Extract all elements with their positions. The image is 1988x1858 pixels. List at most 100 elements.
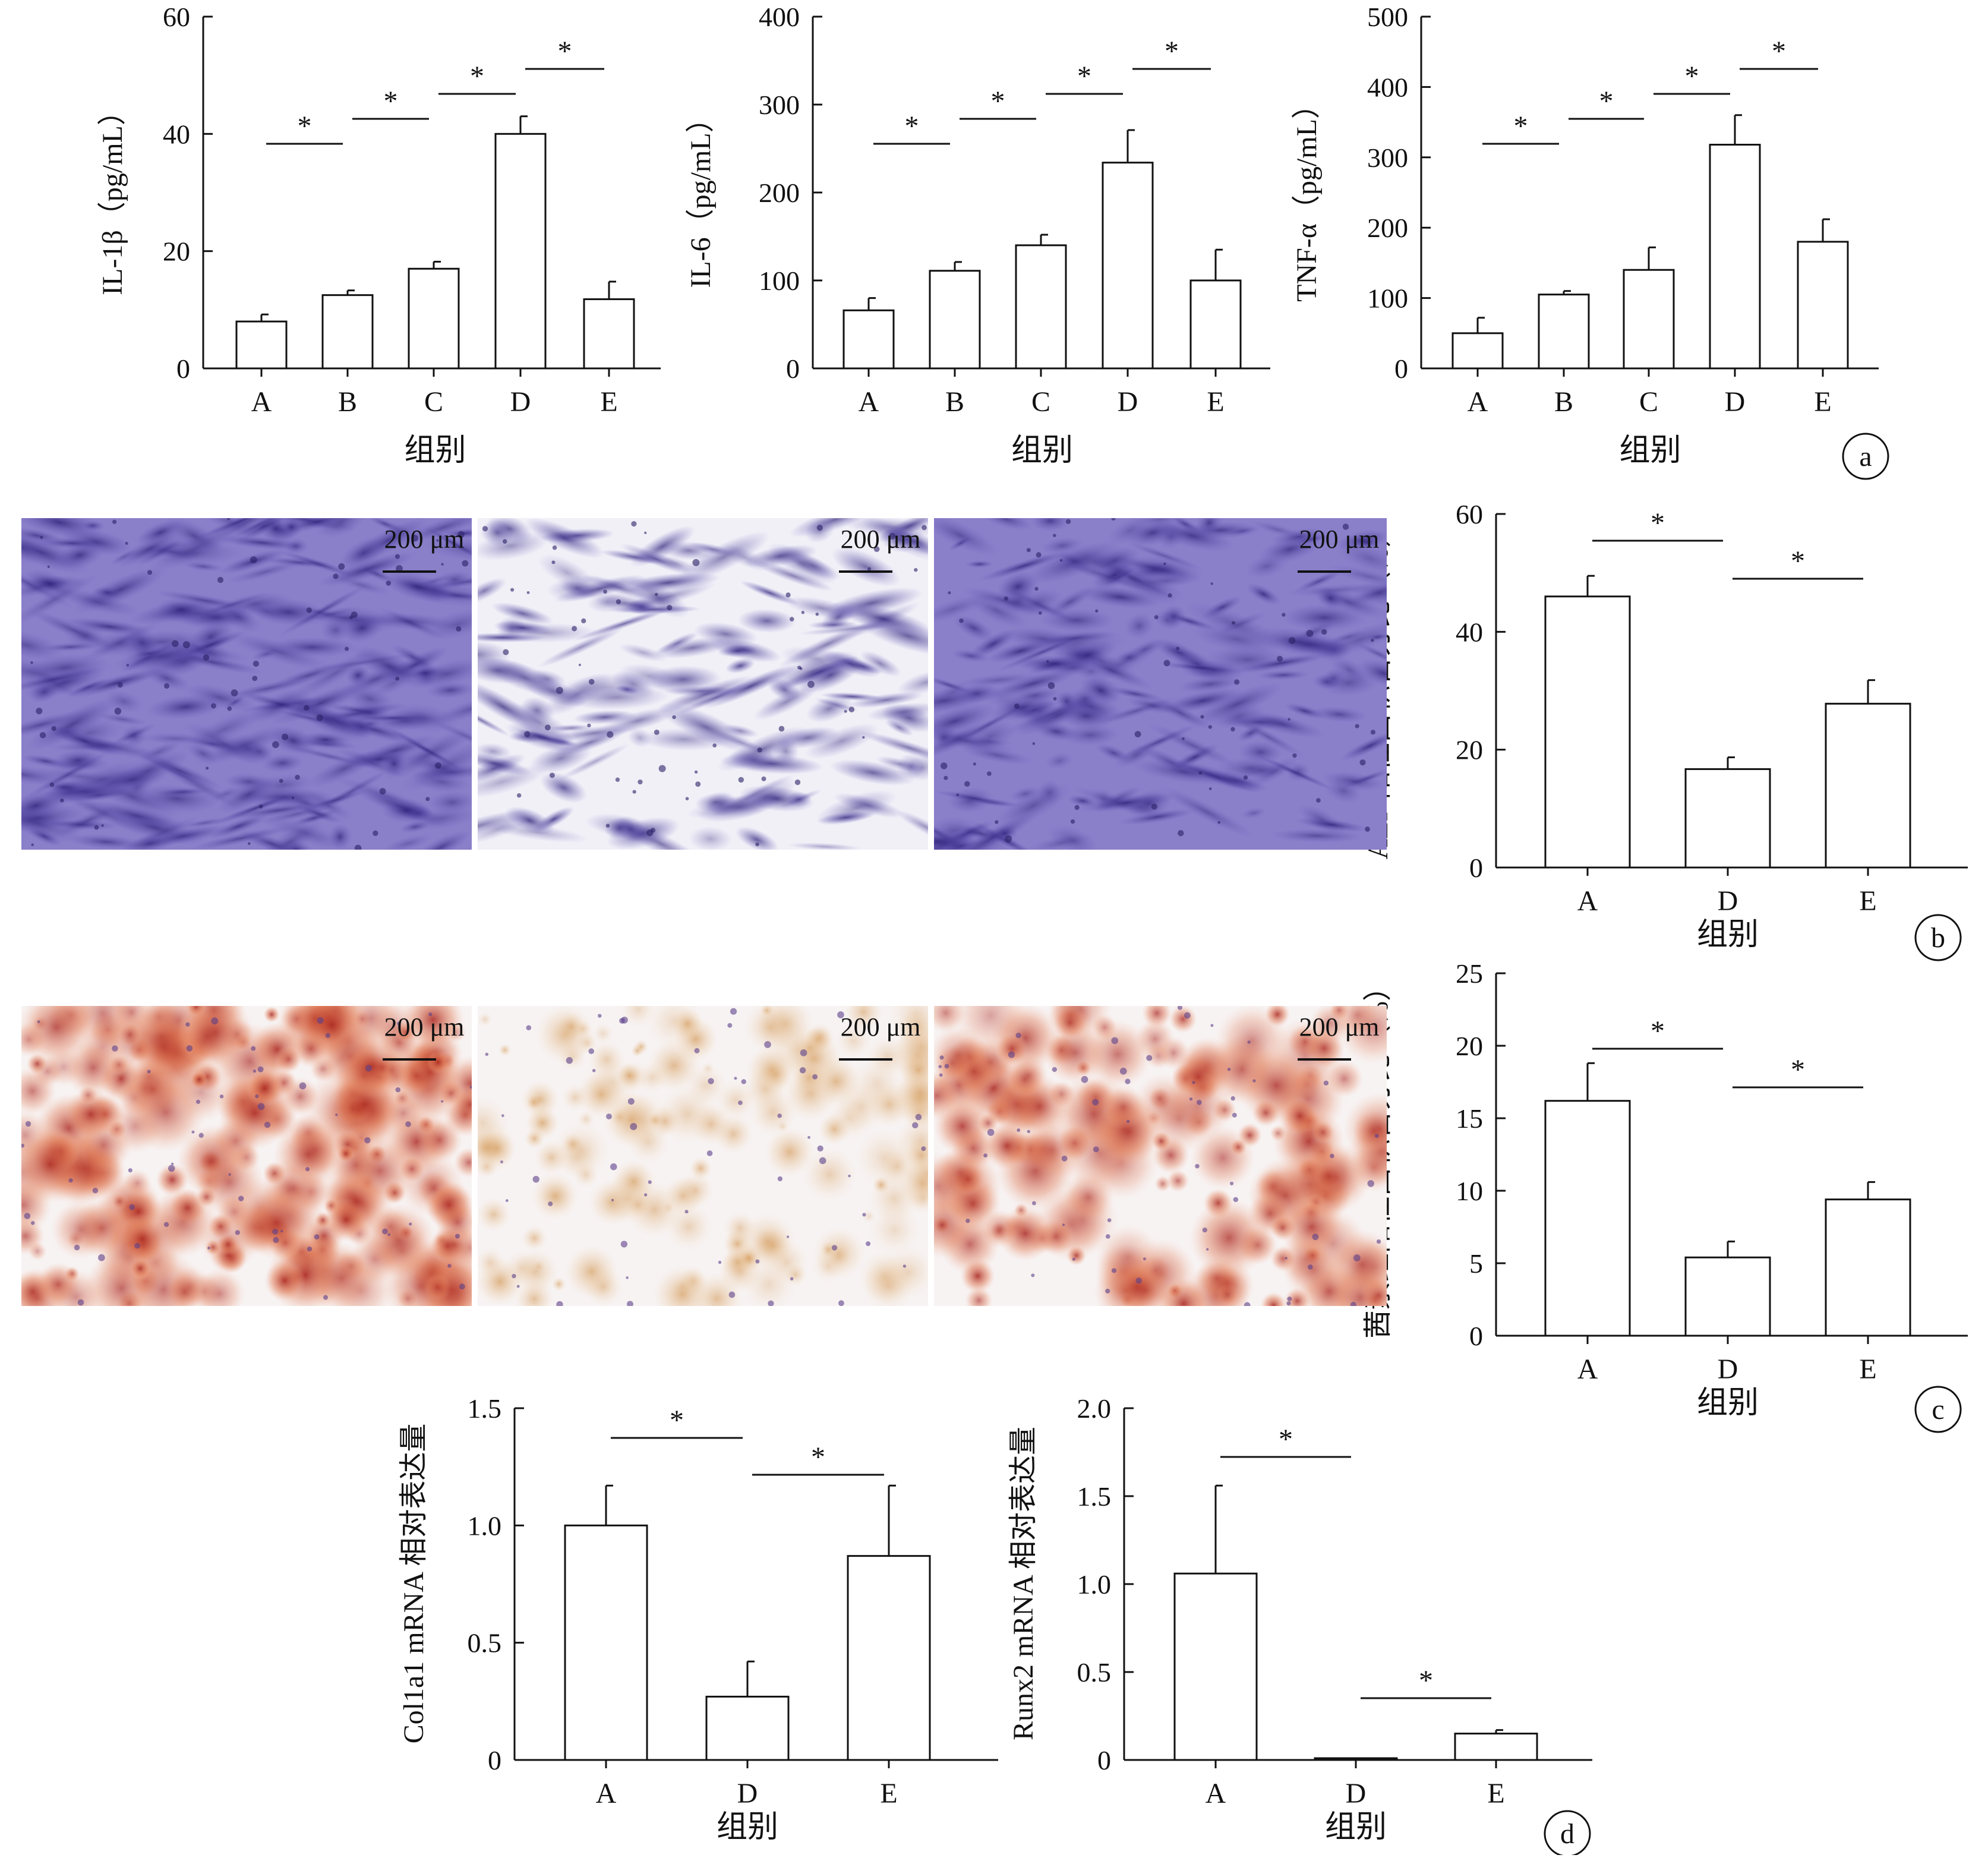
cell-speck bbox=[956, 793, 960, 797]
stain-spot bbox=[190, 826, 291, 850]
stain-spot bbox=[752, 560, 834, 592]
significance-star: * bbox=[1772, 36, 1786, 67]
alp-micrograph-d: 200 μm bbox=[478, 518, 928, 850]
cell-speck bbox=[548, 1201, 553, 1206]
stain-spot bbox=[1077, 585, 1163, 609]
cell-speck bbox=[838, 1300, 844, 1306]
stain-spot bbox=[399, 821, 431, 833]
cell-speck bbox=[1163, 562, 1166, 566]
stain-spot bbox=[506, 721, 572, 752]
cell-speck bbox=[1017, 1128, 1021, 1132]
x-tick-label: D bbox=[737, 1778, 758, 1809]
cell-speck bbox=[815, 613, 819, 616]
stain-spot bbox=[905, 754, 928, 781]
stain-spot bbox=[239, 1185, 315, 1260]
cell-speck bbox=[545, 724, 551, 731]
stain-spot bbox=[339, 536, 388, 570]
stain-spot bbox=[1058, 640, 1118, 670]
stain-spot bbox=[787, 842, 862, 850]
cell-speck bbox=[307, 1246, 313, 1252]
stain-spot bbox=[1119, 809, 1195, 825]
cell-speck bbox=[456, 626, 462, 632]
cell-speck bbox=[387, 1233, 391, 1236]
cell-speck bbox=[1288, 718, 1290, 721]
cell-speck bbox=[47, 565, 50, 568]
stain-spot bbox=[346, 665, 370, 686]
stain-spot bbox=[1033, 630, 1119, 646]
stain-spot bbox=[1114, 742, 1159, 768]
stain-spot bbox=[215, 601, 262, 633]
stain-spot bbox=[965, 560, 994, 568]
cell-speck bbox=[1230, 1096, 1235, 1101]
cell-speck bbox=[552, 545, 557, 550]
cell-speck bbox=[812, 1074, 818, 1080]
stain-spot bbox=[934, 1025, 988, 1085]
cell-speck bbox=[40, 535, 43, 539]
cell-speck bbox=[1151, 803, 1158, 810]
bar-E bbox=[1189, 279, 1242, 370]
y-tick-label: 0.5 bbox=[468, 1628, 502, 1658]
stain-spot bbox=[478, 743, 512, 761]
cell-speck bbox=[799, 667, 803, 670]
cell-speck bbox=[632, 790, 636, 794]
stain-spot bbox=[743, 544, 818, 568]
cell-speck bbox=[51, 725, 56, 731]
cell-speck bbox=[1031, 1201, 1036, 1206]
stain-spot bbox=[156, 597, 207, 623]
stain-spot bbox=[121, 641, 165, 664]
cell-speck bbox=[217, 576, 224, 583]
significance-star: * bbox=[1791, 1054, 1805, 1086]
stain-spot bbox=[934, 676, 975, 695]
cell-speck bbox=[903, 1264, 907, 1268]
cell-speck bbox=[323, 1295, 329, 1300]
cell-speck bbox=[837, 1011, 844, 1018]
cell-speck bbox=[441, 1100, 444, 1103]
cell-speck bbox=[873, 546, 880, 552]
cell-speck bbox=[738, 777, 744, 783]
bar-D bbox=[1102, 162, 1154, 370]
y-tick-label: 0 bbox=[786, 354, 800, 384]
significance-star: * bbox=[811, 1441, 825, 1473]
x-tick-label: D bbox=[510, 386, 531, 418]
stain-spot bbox=[785, 791, 812, 807]
cell-speck bbox=[333, 573, 339, 579]
stain-spot bbox=[493, 620, 552, 636]
bar-A bbox=[842, 309, 895, 370]
stain-spot bbox=[655, 675, 755, 714]
cell-speck bbox=[588, 679, 595, 685]
stain-spot bbox=[1293, 569, 1344, 594]
y-axis-label: TNF-α（pg/mL） bbox=[1291, 90, 1323, 302]
stain-spot bbox=[424, 1273, 452, 1301]
x-tick-label: D bbox=[1725, 386, 1746, 418]
cell-speck bbox=[943, 775, 948, 780]
cell-speck bbox=[938, 1065, 942, 1068]
cell-speck bbox=[667, 604, 673, 611]
stain-spot bbox=[368, 518, 403, 532]
cell-speck bbox=[603, 589, 607, 594]
stain-spot bbox=[835, 1022, 872, 1059]
x-axis-label: 组别 bbox=[1697, 1386, 1759, 1420]
scale-bar-label: 200 μm bbox=[1299, 1012, 1380, 1042]
cell-speck bbox=[435, 762, 441, 769]
cell-speck bbox=[1323, 1080, 1329, 1086]
x-tick-label: E bbox=[1207, 386, 1224, 418]
stain-spot bbox=[217, 775, 280, 814]
cell-speck bbox=[638, 779, 643, 785]
x-axis-label: 组别 bbox=[404, 434, 466, 468]
stain-spot bbox=[625, 1192, 651, 1217]
stain-spot bbox=[67, 667, 167, 698]
stain-spot bbox=[324, 1197, 368, 1242]
stain-spot bbox=[393, 1089, 412, 1108]
cell-speck bbox=[727, 1023, 733, 1028]
stain-spot bbox=[737, 608, 796, 633]
stain-spot bbox=[1241, 807, 1267, 819]
y-tick-label: 300 bbox=[1367, 143, 1408, 173]
cell-speck bbox=[941, 762, 948, 769]
cell-speck bbox=[620, 1241, 628, 1248]
cell-speck bbox=[1111, 1037, 1119, 1045]
x-axis-label: 组别 bbox=[1697, 918, 1759, 952]
stain-spot bbox=[934, 518, 999, 557]
stain-spot bbox=[789, 518, 880, 538]
stain-spot bbox=[1144, 1083, 1215, 1154]
